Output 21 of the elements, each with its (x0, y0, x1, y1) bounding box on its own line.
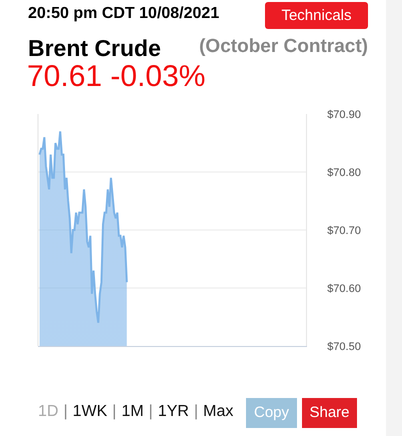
y-tick-label: $70.60 (327, 282, 361, 295)
text: 1WK (72, 403, 108, 420)
text: 20:50 pm CDT 10/08/2021 (28, 5, 220, 23)
text: Share (302, 398, 357, 428)
text: 1M (121, 403, 144, 420)
text: 1YR (158, 403, 189, 420)
text: | (63, 403, 68, 420)
text: 1D (38, 403, 58, 420)
text: Max (203, 403, 234, 420)
text: Copy (246, 398, 297, 428)
chart-title: Brent Crude (28, 35, 161, 62)
text: Technicals (265, 2, 368, 29)
text: 70.61 -0.03% (27, 60, 206, 94)
y-tick-label: $70.90 (327, 108, 361, 121)
text: | (194, 403, 198, 420)
chart-subtitle: (October Contract) (199, 36, 368, 58)
y-tick-label: $70.80 (327, 166, 361, 179)
y-tick-label: $70.70 (327, 224, 361, 237)
text: | (148, 403, 153, 420)
text: | (112, 403, 116, 420)
y-tick-label: $70.50 (327, 340, 361, 353)
